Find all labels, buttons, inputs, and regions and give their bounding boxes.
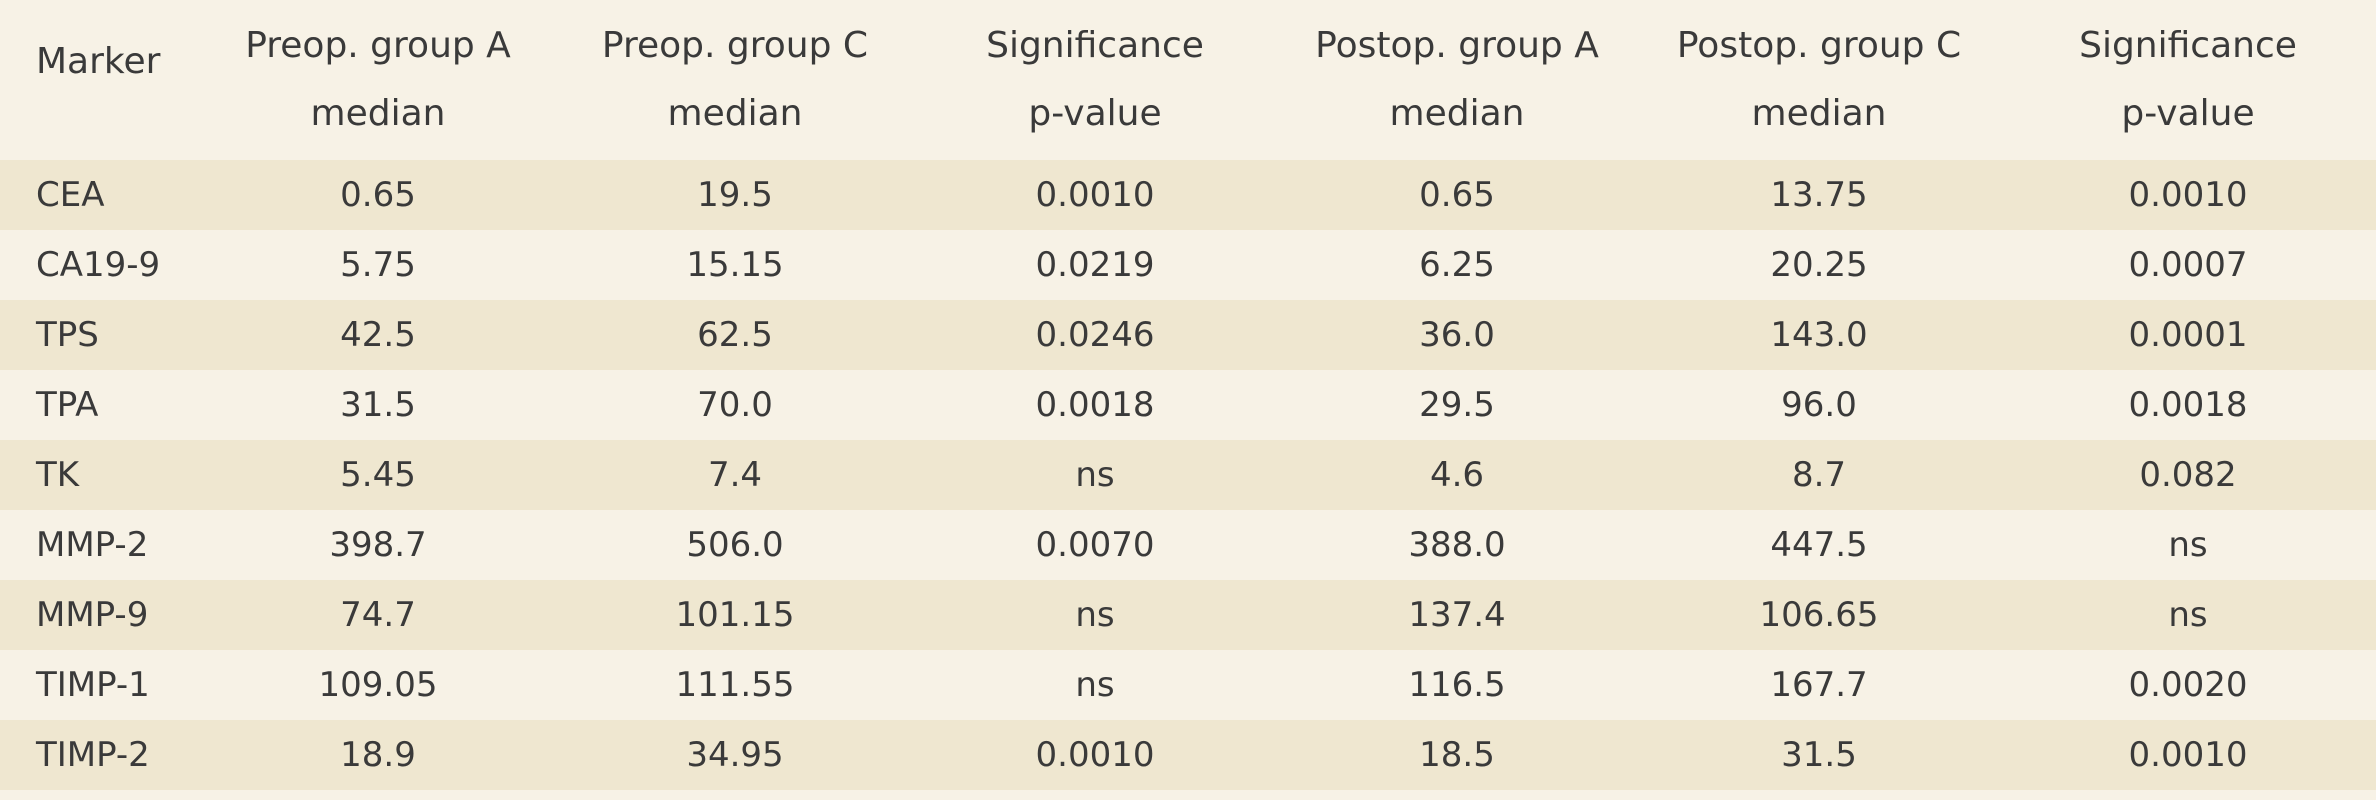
cell-preop-c: 62.5 bbox=[697, 315, 773, 355]
cell-preop-p: 0.0010 bbox=[1035, 735, 1155, 775]
cell-preop-c: 101.15 bbox=[675, 595, 795, 635]
table-row: TK 5.45 7.4 ns 4.6 8.7 0.082 bbox=[0, 440, 2376, 510]
cell-preop-p: ns bbox=[1075, 665, 1115, 705]
cell-postop-p: 0.0018 bbox=[2128, 385, 2248, 425]
cell-preop-p: ns bbox=[1075, 595, 1115, 635]
header-line2: p-value bbox=[1028, 93, 1162, 134]
cell-postop-c: 447.5 bbox=[1770, 525, 1868, 565]
cell-preop-p: ns bbox=[1075, 455, 1115, 495]
cell-preop-a: 398.7 bbox=[329, 525, 427, 565]
header-postop-group-c: Postop. group C median bbox=[1638, 0, 2000, 160]
cell-postop-a: 6.25 bbox=[1419, 245, 1495, 285]
cell-marker: TPA bbox=[36, 385, 99, 425]
cell-preop-a: 0.65 bbox=[340, 175, 416, 215]
header-line2: median bbox=[667, 93, 803, 134]
cell-postop-a: 0.65 bbox=[1419, 175, 1495, 215]
cell-preop-p: 0.0010 bbox=[1035, 175, 1155, 215]
cell-postop-c: 8.7 bbox=[1791, 455, 1847, 495]
table-row: TIMP-1 109.05 111.55 ns 116.5 167.7 0.00… bbox=[0, 650, 2376, 720]
header-line1: Preop. group C bbox=[601, 25, 869, 66]
header-preop-significance: Significance p-value bbox=[914, 0, 1276, 160]
header-line1: Preop. group A bbox=[245, 25, 511, 66]
cell-postop-c: 20.25 bbox=[1770, 245, 1868, 285]
cell-postop-p: 0.0020 bbox=[2128, 665, 2248, 705]
header-row: Marker Preop. group A median Preop. grou… bbox=[0, 0, 2376, 160]
cell-marker: MMP-9 bbox=[36, 595, 149, 635]
table-row: TPS 42.5 62.5 0.0246 36.0 143.0 0.0001 bbox=[0, 300, 2376, 370]
cell-postop-a: 18.5 bbox=[1419, 735, 1495, 775]
cell-postop-p: 0.0010 bbox=[2128, 735, 2248, 775]
cell-preop-a: 5.45 bbox=[340, 455, 416, 495]
table-row: MMP-9 74.7 101.15 ns 137.4 106.65 ns bbox=[0, 580, 2376, 650]
cell-postop-p: ns bbox=[2168, 525, 2208, 565]
table-header: Marker Preop. group A median Preop. grou… bbox=[0, 0, 2376, 160]
cell-postop-a: 36.0 bbox=[1419, 315, 1495, 355]
cell-postop-a: 116.5 bbox=[1408, 665, 1506, 705]
cell-preop-c: 7.4 bbox=[707, 455, 763, 495]
cell-postop-c: 167.7 bbox=[1770, 665, 1868, 705]
cell-postop-p: 0.0010 bbox=[2128, 175, 2248, 215]
table-row: TPA 31.5 70.0 0.0018 29.5 96.0 0.0018 bbox=[0, 370, 2376, 440]
cell-preop-p: 0.0246 bbox=[1035, 315, 1155, 355]
table-body: CEA 0.65 19.5 0.0010 0.65 13.75 0.0010 C… bbox=[0, 160, 2376, 790]
cell-preop-c: 19.5 bbox=[697, 175, 773, 215]
table-row: TIMP-2 18.9 34.95 0.0010 18.5 31.5 0.001… bbox=[0, 720, 2376, 790]
cell-marker: CA19-9 bbox=[36, 245, 161, 285]
cell-preop-a: 42.5 bbox=[340, 315, 416, 355]
cell-postop-p: 0.0007 bbox=[2128, 245, 2248, 285]
cell-preop-c: 34.95 bbox=[686, 735, 784, 775]
cell-preop-p: 0.0070 bbox=[1035, 525, 1155, 565]
header-postop-significance: Significance p-value bbox=[2000, 0, 2376, 160]
cell-preop-a: 74.7 bbox=[340, 595, 416, 635]
cell-postop-c: 106.65 bbox=[1759, 595, 1879, 635]
header-line1: Significance bbox=[986, 25, 1204, 66]
header-line1: Significance bbox=[2079, 25, 2297, 66]
cell-postop-a: 29.5 bbox=[1419, 385, 1495, 425]
cell-preop-a: 18.9 bbox=[340, 735, 416, 775]
header-line2: median bbox=[1389, 93, 1525, 134]
header-postop-group-a: Postop. group A median bbox=[1276, 0, 1638, 160]
cell-postop-c: 143.0 bbox=[1770, 315, 1868, 355]
header-line1: Marker bbox=[36, 41, 161, 82]
header-preop-group-a: Preop. group A median bbox=[200, 0, 556, 160]
cell-preop-c: 70.0 bbox=[697, 385, 773, 425]
cell-preop-p: 0.0018 bbox=[1035, 385, 1155, 425]
table-row: CA19-9 5.75 15.15 0.0219 6.25 20.25 0.00… bbox=[0, 230, 2376, 300]
cell-marker: MMP-2 bbox=[36, 525, 149, 565]
cell-postop-c: 31.5 bbox=[1781, 735, 1857, 775]
cell-preop-c: 15.15 bbox=[686, 245, 784, 285]
cell-postop-p: ns bbox=[2168, 595, 2208, 635]
cell-postop-c: 13.75 bbox=[1770, 175, 1868, 215]
cell-marker: TPS bbox=[36, 315, 99, 355]
cell-postop-p: 0.0001 bbox=[2128, 315, 2248, 355]
cell-preop-a: 5.75 bbox=[340, 245, 416, 285]
cell-marker: TIMP-1 bbox=[36, 665, 150, 705]
cell-preop-a: 109.05 bbox=[318, 665, 438, 705]
cell-preop-c: 506.0 bbox=[686, 525, 784, 565]
cell-postop-a: 388.0 bbox=[1408, 525, 1506, 565]
cell-postop-a: 4.6 bbox=[1429, 455, 1485, 495]
cell-marker: CEA bbox=[36, 175, 105, 215]
table-row: CEA 0.65 19.5 0.0010 0.65 13.75 0.0010 bbox=[0, 160, 2376, 230]
cell-preop-a: 31.5 bbox=[340, 385, 416, 425]
header-line1: Postop. group A bbox=[1315, 25, 1599, 66]
table-row: MMP-2 398.7 506.0 0.0070 388.0 447.5 ns bbox=[0, 510, 2376, 580]
cell-marker: TIMP-2 bbox=[36, 735, 150, 775]
header-preop-group-c: Preop. group C median bbox=[556, 0, 914, 160]
cell-postop-a: 137.4 bbox=[1408, 595, 1506, 635]
header-line1: Postop. group C bbox=[1676, 25, 1962, 66]
header-line2: p-value bbox=[2121, 93, 2255, 134]
cell-preop-p: 0.0219 bbox=[1035, 245, 1155, 285]
cell-postop-p: 0.082 bbox=[2139, 455, 2237, 495]
header-marker: Marker bbox=[0, 0, 200, 160]
cell-marker: TK bbox=[36, 455, 80, 495]
header-line2: median bbox=[310, 93, 446, 134]
header-line2: median bbox=[1751, 93, 1887, 134]
cell-postop-c: 96.0 bbox=[1781, 385, 1857, 425]
cell-preop-c: 111.55 bbox=[675, 665, 795, 705]
